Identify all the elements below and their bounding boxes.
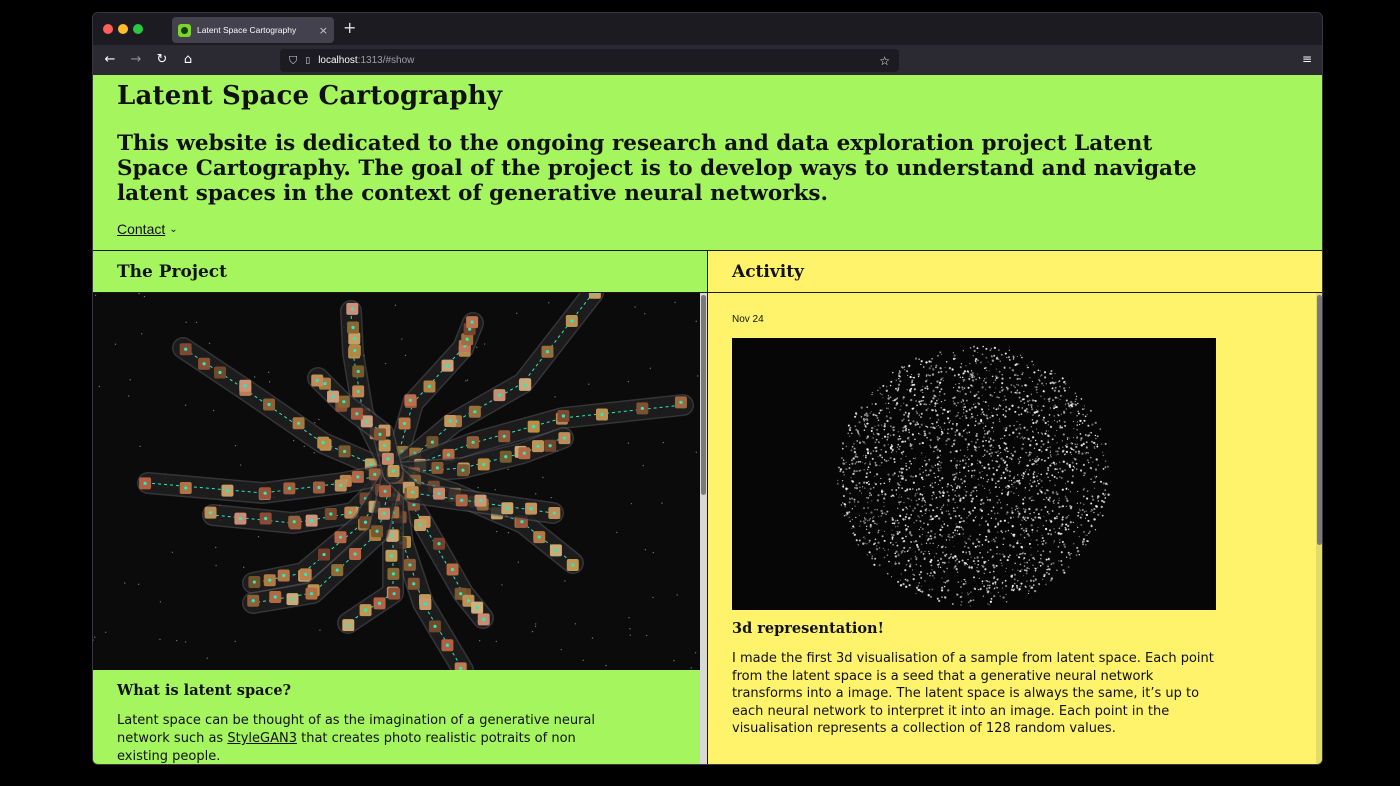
zoom-window-button[interactable] (133, 24, 143, 34)
new-tab-button[interactable]: + (343, 18, 357, 37)
page-viewport: Latent Space Cartography This website is… (93, 75, 1322, 764)
post-date: Nov 24 (732, 314, 764, 325)
close-window-button[interactable] (103, 24, 113, 34)
page-icon[interactable]: ▯ (305, 55, 311, 66)
activity-heading: Activity (708, 251, 1322, 293)
latent-space-map-graphic (93, 293, 699, 670)
activity-column: Activity Nov 24 3d representation! I mad… (708, 250, 1322, 764)
home-icon[interactable]: ⌂ (183, 52, 193, 67)
browser-tab[interactable]: Latent Space Cartography × (172, 17, 334, 43)
point-cloud-image (732, 338, 1216, 610)
star-icon[interactable]: ☆ (879, 53, 890, 68)
question-title: What is latent space? (117, 682, 292, 699)
favicon-icon (178, 23, 191, 37)
activity-scrollbar-thumb[interactable] (1317, 295, 1322, 545)
site-title: Latent Space Cartography (117, 81, 503, 111)
activity-scrollbar[interactable] (1316, 293, 1322, 764)
contact-toggle[interactable]: Contact ⌄ (117, 221, 178, 237)
minimize-window-button[interactable] (118, 24, 128, 34)
question-body-text-end: that creates photo realistic potraits of… (117, 731, 576, 764)
tab-close-icon[interactable]: × (318, 23, 328, 37)
shield-icon[interactable]: ⛉ (289, 53, 298, 67)
project-scrollbar[interactable] (700, 293, 707, 764)
point-cloud-graphic (836, 345, 1110, 607)
latent-space-map-image (93, 293, 700, 670)
url-path: :1313/#show (357, 55, 415, 66)
project-heading: The Project (93, 251, 707, 293)
project-column: The Project What is latent space? Latent… (93, 250, 708, 764)
post-body: I made the first 3d visualisation of a s… (732, 651, 1214, 736)
reload-icon[interactable]: ↻ (156, 52, 168, 67)
project-scrollbar-thumb[interactable] (701, 295, 706, 495)
question-body: Latent space can be thought of as the im… (117, 712, 597, 764)
stylegan3-link[interactable]: StyleGAN3 (227, 731, 297, 746)
question-body-text: Latent space can be thought of as the im… (117, 713, 595, 746)
tab-title: Latent Space Cartography (197, 25, 297, 35)
back-icon[interactable]: ← (104, 52, 116, 67)
browser-window: Latent Space Cartography × + ← → ↻ ⌂ ⛉ ▯… (92, 12, 1323, 765)
forward-icon[interactable]: → (130, 52, 142, 67)
tab-bar: Latent Space Cartography × + (93, 13, 1322, 45)
site-intro: This website is dedicated to the ongoing… (117, 131, 1197, 206)
nav-bar: ← → ↻ ⌂ ⛉ ▯ localhost:1313/#show ☆ ≡ (93, 45, 1322, 75)
url-bar[interactable]: ⛉ ▯ localhost:1313/#show ☆ (280, 49, 899, 72)
hamburger-menu-icon[interactable]: ≡ (1301, 52, 1312, 66)
chevron-down-icon[interactable]: ⌄ (169, 223, 178, 235)
contact-link[interactable]: Contact (117, 221, 166, 237)
url-host: localhost (318, 55, 358, 66)
post-title: 3d representation! (732, 620, 884, 637)
